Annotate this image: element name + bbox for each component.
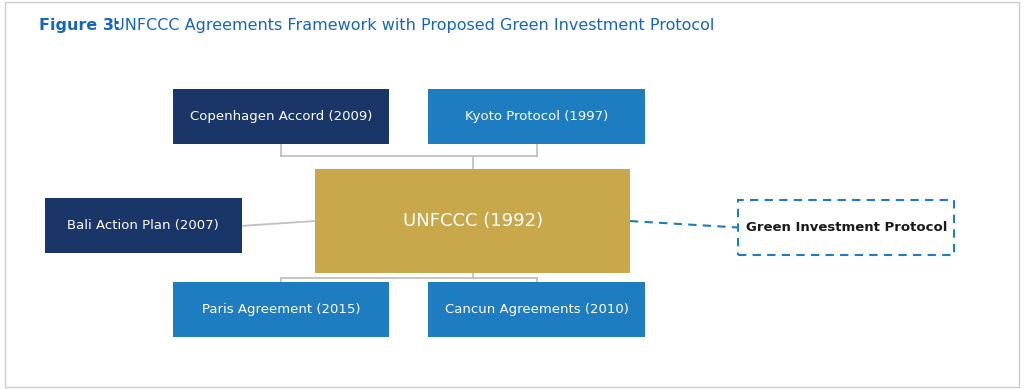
Text: Copenhagen Accord (2009): Copenhagen Accord (2009) (189, 110, 372, 123)
FancyBboxPatch shape (428, 89, 645, 144)
Text: Paris Agreement (2015): Paris Agreement (2015) (202, 303, 360, 316)
FancyBboxPatch shape (738, 200, 954, 255)
Text: Green Investment Protocol: Green Investment Protocol (745, 221, 947, 234)
Text: Figure 3:: Figure 3: (39, 18, 120, 33)
FancyBboxPatch shape (428, 282, 645, 337)
Text: UNFCCC Agreements Framework with Proposed Green Investment Protocol: UNFCCC Agreements Framework with Propose… (108, 18, 714, 33)
FancyBboxPatch shape (45, 198, 242, 253)
FancyBboxPatch shape (315, 169, 630, 273)
FancyBboxPatch shape (173, 282, 389, 337)
Text: UNFCCC (1992): UNFCCC (1992) (402, 212, 543, 230)
Text: Kyoto Protocol (1997): Kyoto Protocol (1997) (465, 110, 608, 123)
Text: Bali Action Plan (2007): Bali Action Plan (2007) (68, 219, 219, 232)
FancyBboxPatch shape (173, 89, 389, 144)
Text: Cancun Agreements (2010): Cancun Agreements (2010) (444, 303, 629, 316)
